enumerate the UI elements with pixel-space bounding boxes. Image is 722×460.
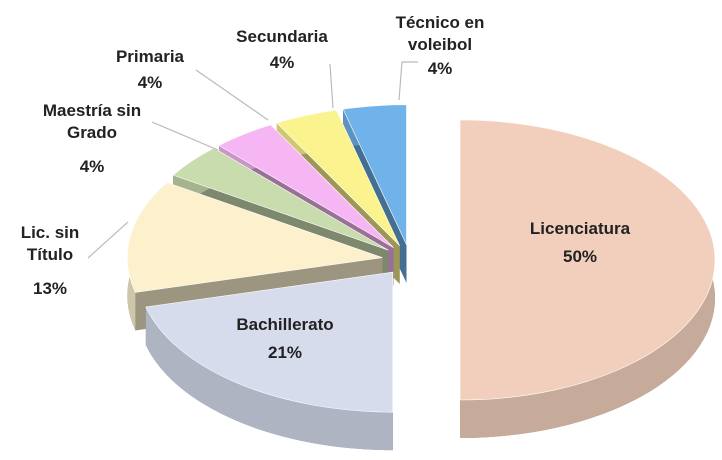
category-label: Secundaria (236, 27, 328, 46)
slice (459, 119, 716, 438)
slice-top (276, 109, 400, 246)
value-label: 4% (269, 53, 295, 72)
leader-line (195, 69, 269, 121)
slice-top (342, 104, 407, 245)
value-label: 50% (562, 247, 598, 266)
value-label: 4% (137, 73, 163, 92)
value-label: 4% (427, 59, 453, 78)
leader-lines (87, 61, 418, 259)
value-label: 4% (79, 157, 105, 176)
value-label: 21% (267, 343, 303, 362)
category-label: Primaria (115, 47, 185, 66)
category-label: Maestría sin Grado (42, 101, 142, 142)
leader-line (398, 61, 418, 101)
value-label: 13% (32, 279, 68, 298)
slice-side (145, 306, 393, 451)
slice-top (127, 182, 383, 293)
slice-top (218, 124, 394, 248)
category-label: Bachillerato (236, 315, 334, 334)
slice-top (459, 119, 716, 401)
leader-line (87, 221, 129, 259)
category-label: Licenciatura (529, 219, 631, 238)
leader-line (329, 63, 334, 109)
leader-line (151, 121, 219, 151)
category-label: Lic. sin Título (20, 223, 80, 264)
slice (145, 271, 394, 451)
slice-top (145, 271, 394, 413)
category-label: Técnico en voleibol (395, 13, 485, 54)
